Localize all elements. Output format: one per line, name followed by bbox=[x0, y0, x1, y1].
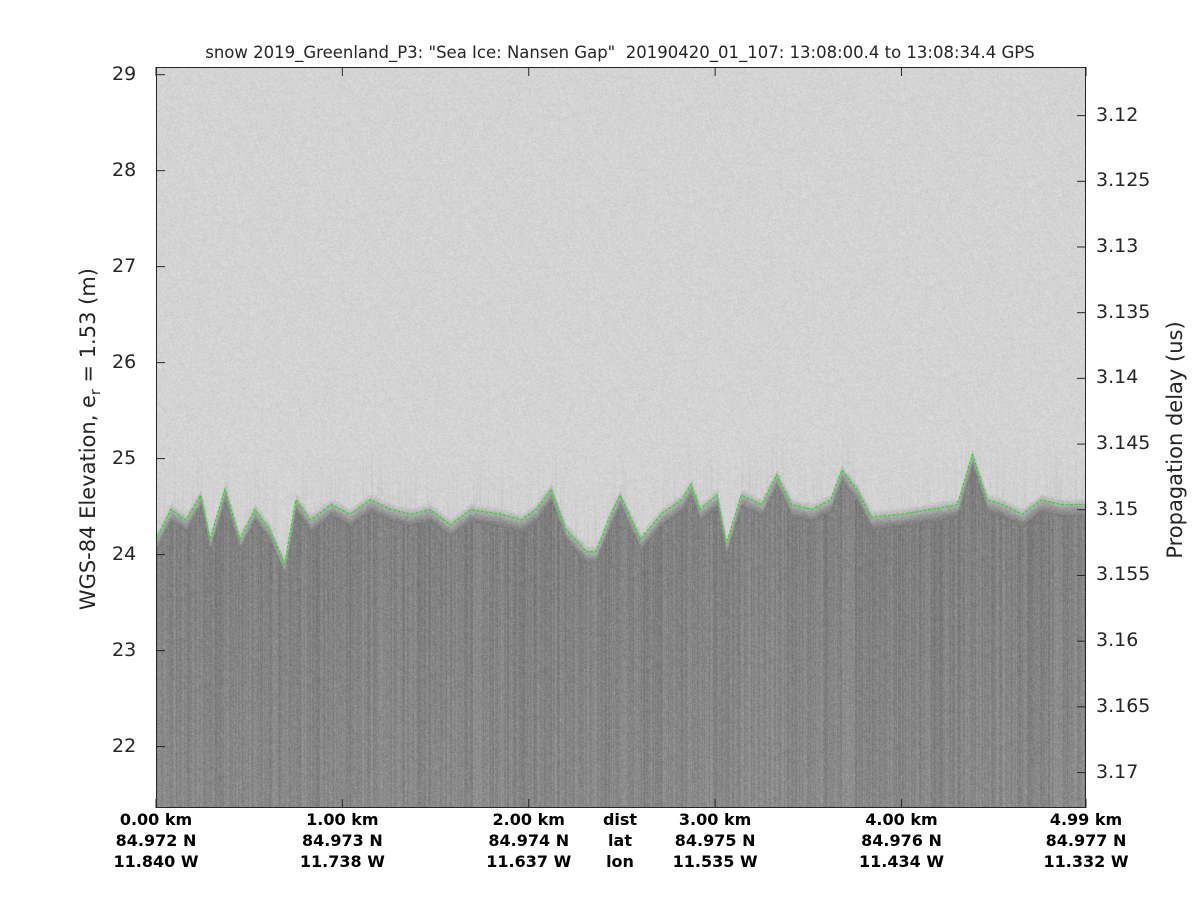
y-left-tick-label: 24 bbox=[112, 542, 137, 565]
y-left-tick-label: 29 bbox=[112, 62, 137, 85]
y-right-tick-label: 3.135 bbox=[1096, 300, 1151, 323]
x-tick-dist: 4.99 km bbox=[1049, 810, 1123, 829]
x-tick-lon: 11.637 W bbox=[486, 852, 572, 871]
x-tick-dist: 0.00 km bbox=[119, 810, 193, 829]
row-label-lat: lat bbox=[608, 831, 632, 850]
y-right-tick-label: 3.15 bbox=[1096, 497, 1139, 520]
y-axis-left-label-tail: = 1.53 (m) bbox=[75, 268, 100, 390]
y-right-tick-label: 3.14 bbox=[1096, 366, 1139, 389]
y-right-tick-label: 3.13 bbox=[1096, 234, 1139, 257]
x-tick-lon: 11.738 W bbox=[299, 852, 385, 871]
y-right-tick-label: 3.155 bbox=[1096, 563, 1151, 586]
x-tick-dist: 3.00 km bbox=[678, 810, 752, 829]
y-right-tick-label: 3.145 bbox=[1096, 432, 1151, 455]
y-right-tick-label: 3.165 bbox=[1096, 694, 1151, 717]
x-tick-lat: 84.976 N bbox=[861, 831, 942, 850]
x-tick-lon: 11.535 W bbox=[672, 852, 758, 871]
x-tick-dist: 1.00 km bbox=[306, 810, 379, 829]
x-tick-lon: 11.434 W bbox=[859, 852, 944, 871]
x-tick-lat: 84.972 N bbox=[115, 831, 197, 850]
row-label-lon: lon bbox=[606, 852, 634, 871]
y-axis-right-label: Propagation delay (us) bbox=[1163, 321, 1187, 559]
echogram-image bbox=[156, 67, 1086, 808]
y-right-tick-label: 3.12 bbox=[1096, 103, 1139, 126]
y-axis-left-label-sub: r bbox=[88, 389, 105, 396]
y-right-tick-label: 3.16 bbox=[1096, 629, 1139, 652]
x-tick-lat: 84.973 N bbox=[302, 831, 383, 850]
y-left-tick-label: 22 bbox=[112, 734, 137, 757]
x-tick-dist: 4.00 km bbox=[865, 810, 938, 829]
x-tick-lon: 11.332 W bbox=[1043, 852, 1129, 871]
x-tick-lon: 11.840 W bbox=[113, 852, 199, 871]
plot-overlay bbox=[155, 67, 1087, 808]
x-tick-lat: 84.975 N bbox=[674, 831, 756, 850]
y-left-tick-label: 23 bbox=[112, 638, 137, 661]
y-right-tick-label: 3.125 bbox=[1096, 169, 1151, 192]
y-left-tick-label: 27 bbox=[112, 254, 137, 277]
plot-frame bbox=[156, 67, 1086, 808]
surface-line bbox=[155, 452, 1086, 567]
plot-area bbox=[155, 67, 1087, 808]
y-left-tick-label: 25 bbox=[112, 446, 137, 469]
x-tick-lat: 84.977 N bbox=[1045, 831, 1127, 850]
y-axis-left-label: WGS-84 Elevation, er = 1.53 (m) bbox=[76, 259, 104, 619]
y-axis-left-label-main: WGS-84 Elevation, e bbox=[75, 395, 100, 611]
x-tick-lat: 84.974 N bbox=[488, 831, 570, 850]
row-label-dist: dist bbox=[602, 810, 638, 829]
y-left-tick-label: 28 bbox=[112, 158, 137, 181]
y-right-tick-label: 3.17 bbox=[1096, 760, 1139, 783]
y-left-tick-label: 26 bbox=[112, 350, 137, 373]
chart-title: snow 2019_Greenland_P3: "Sea Ice: Nansen… bbox=[205, 43, 1035, 62]
x-tick-dist: 2.00 km bbox=[492, 810, 565, 829]
